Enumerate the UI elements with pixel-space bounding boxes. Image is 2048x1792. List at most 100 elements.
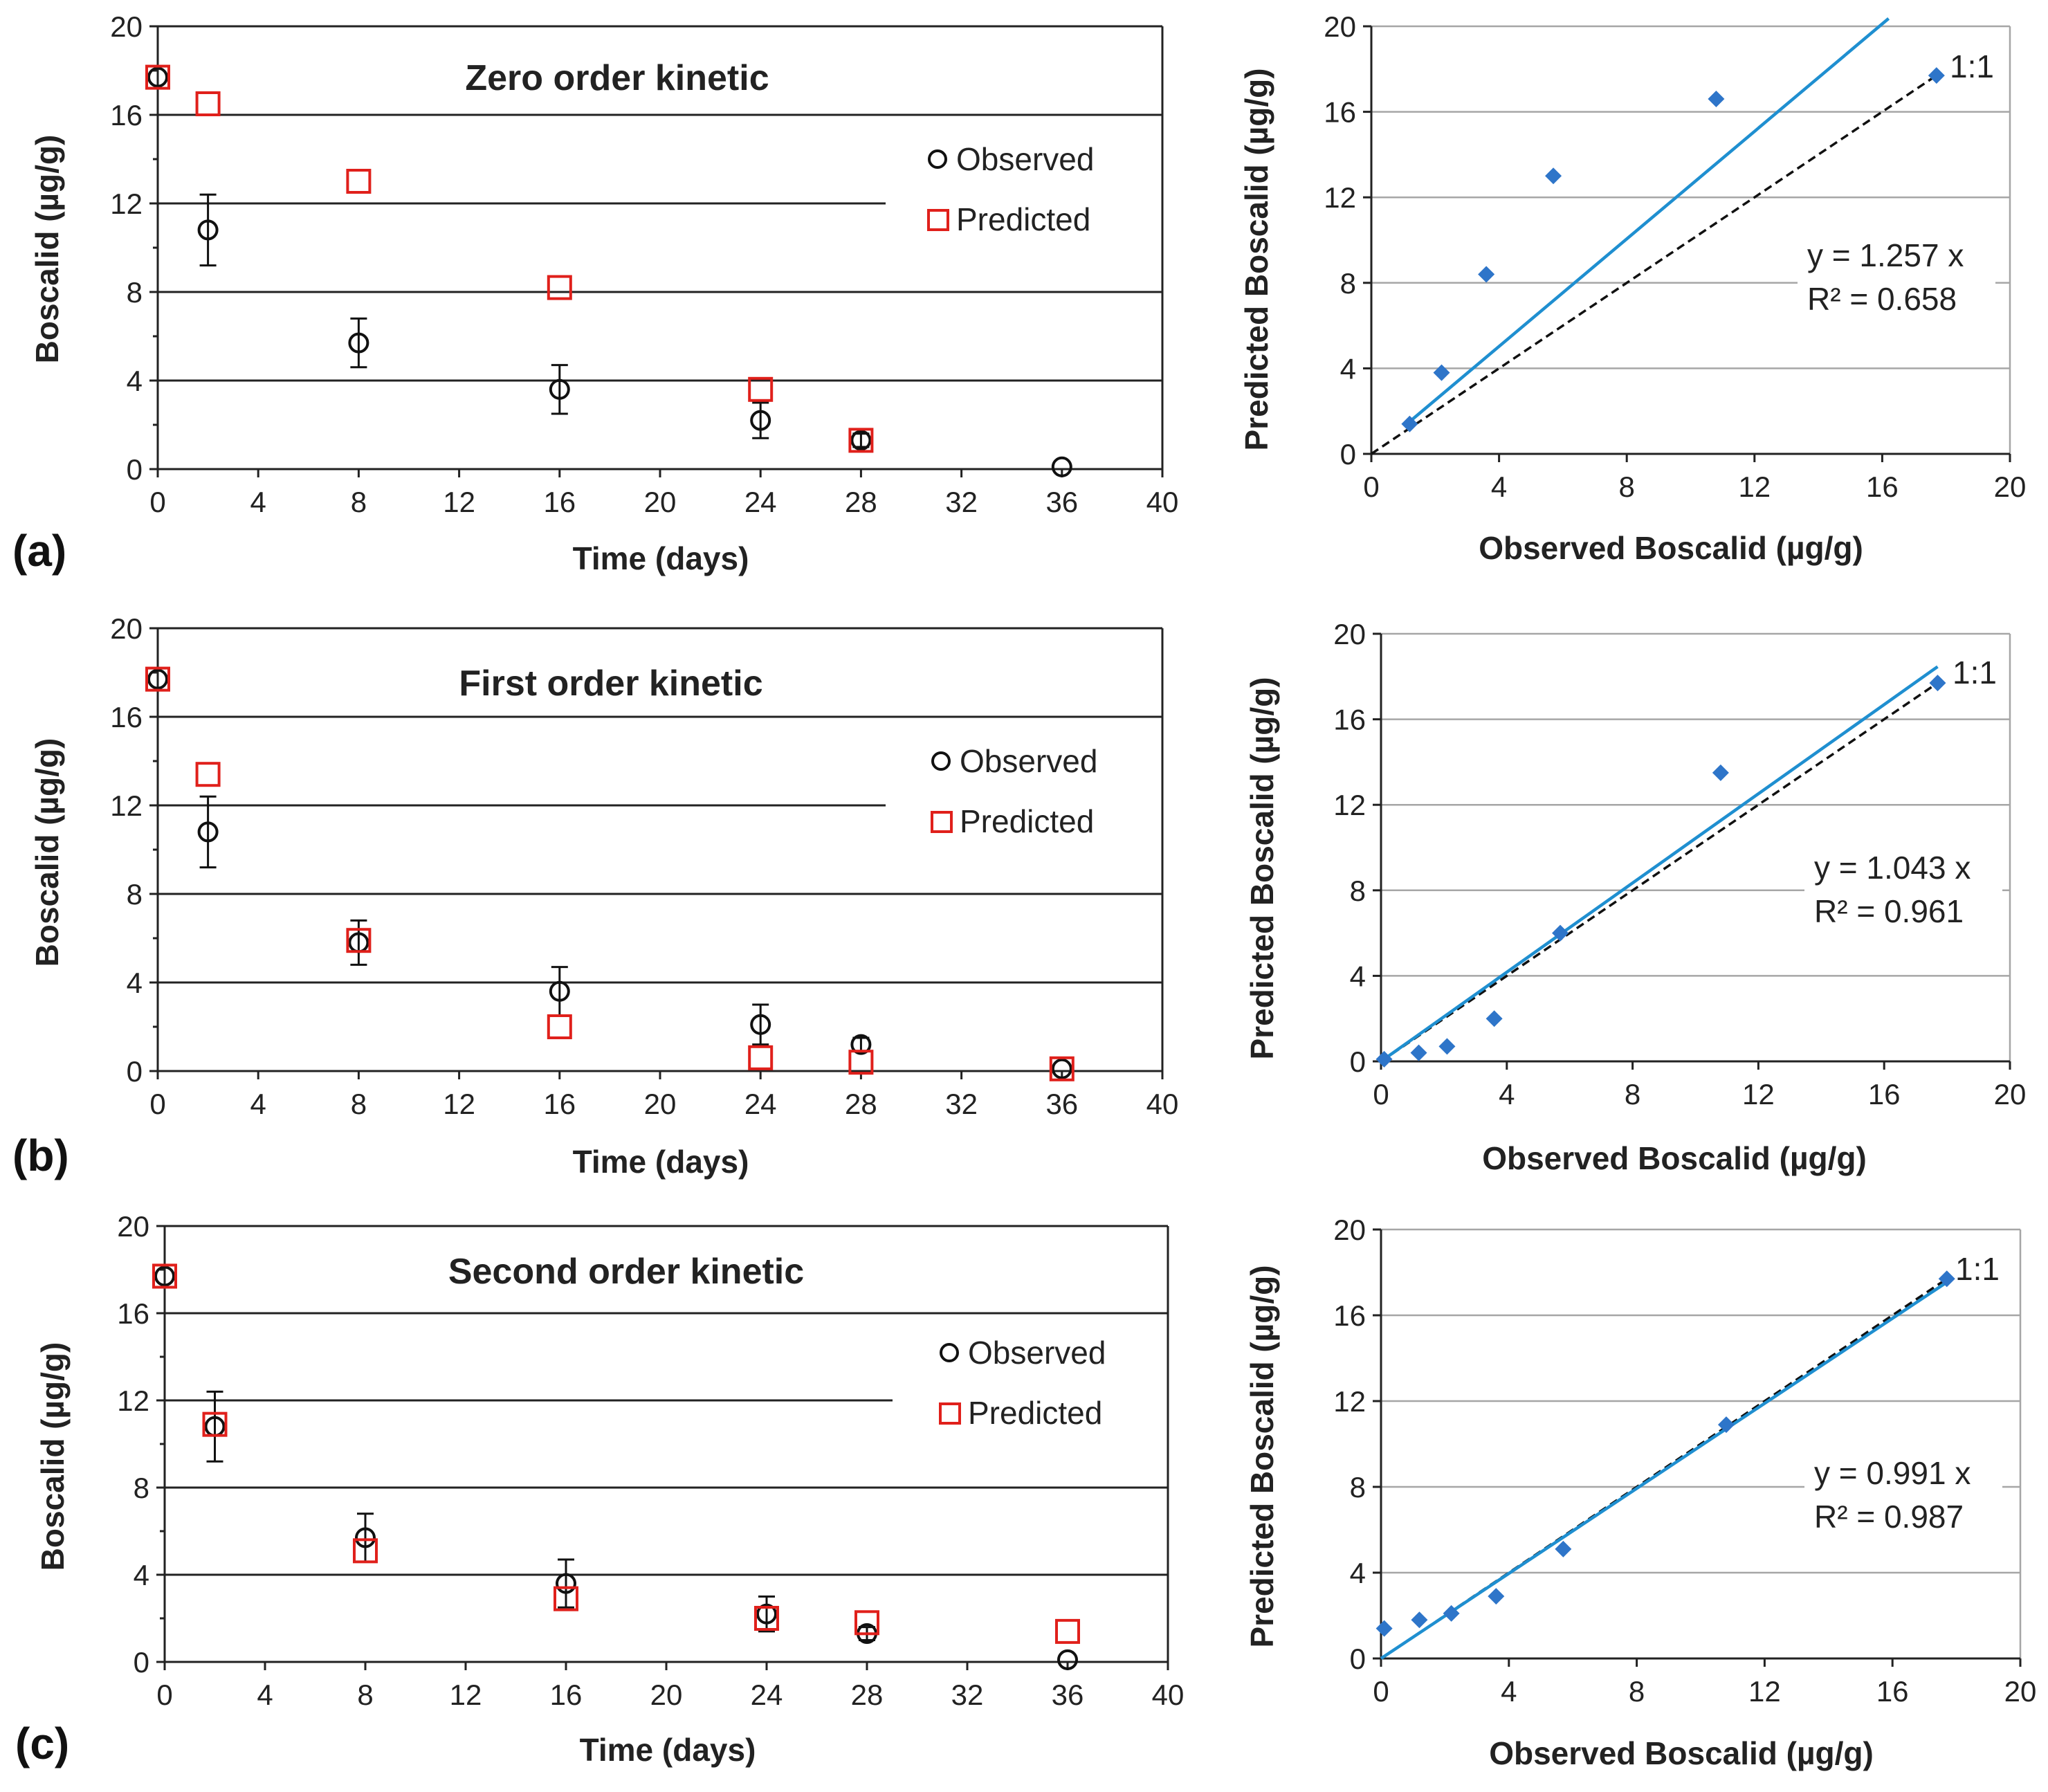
fit-chart-a: 0 4 8 12 16 20 0 4 8 12 16 20 [1324,10,2026,503]
one-to-one-line [1380,1277,1948,1660]
predicted-point [748,376,774,402]
x-tick-label: 4 [1501,1675,1517,1708]
x-tick-label: 24 [751,1679,783,1711]
y-tick-label: 0 [1340,438,1356,470]
x-tick-label: 12 [450,1679,482,1711]
x-tick-label: 28 [851,1679,884,1711]
y-tick-label: 16 [117,1297,149,1330]
legend-observed-marker-a [928,149,947,169]
predicted-point [195,91,221,116]
legend-observed-c: Observed [968,1335,1106,1371]
y-tick-label: 0 [1350,1045,1366,1078]
fit-xlabel-a: Observed Boscalid (µg/g) [1479,530,1863,566]
y-tick-label: 12 [110,188,143,220]
legend-predicted-a: Predicted [956,201,1090,237]
equation-b: y = 1.043 x [1814,850,1971,886]
fit-ylabel-c: Predicted Boscalid (µg/g) [1244,1265,1280,1647]
observed-point [549,378,570,400]
x-tick-label: 12 [443,1088,475,1120]
x-tick-label: 28 [845,486,877,518]
data-point [1928,67,1945,84]
observed-point [850,1034,872,1055]
equation-box-c [1804,1450,2002,1539]
x-tick-label: 0 [156,1679,172,1711]
x-tick-label: 8 [351,1088,367,1120]
x-tick-label: 36 [1045,486,1078,518]
panel-label-b: (b) [12,1131,69,1180]
x-tick-label: 16 [543,486,576,518]
data-point [1411,1611,1428,1629]
kinetic-chart-a: 0 4 8 12 16 20 24 28 32 36 40 0 4 8 12 16 20 [110,10,1178,518]
fit-xlabel-c: Observed Boscalid (µg/g) [1489,1735,1874,1771]
x-tick-label: 24 [744,486,777,518]
observed-point [750,410,771,431]
x-tick-label: 0 [149,486,165,518]
predicted-point [152,1263,177,1289]
y-tick-label: 4 [1350,1557,1366,1589]
kinetic-title-a: Zero order kinetic [465,58,769,98]
kinetic-title-b: First order kinetic [459,664,762,704]
observed-point [154,1265,175,1287]
y-tick-label: 16 [1324,96,1356,129]
fit-ylabel-b: Predicted Boscalid (µg/g) [1244,677,1280,1059]
data-point [1717,1416,1735,1434]
observed-point [348,332,369,354]
x-tick-label: 32 [951,1679,984,1711]
r-squared-b: R² = 0.961 [1814,893,1964,929]
predicted-point [848,428,874,453]
x-tick-label: 16 [1876,1675,1909,1708]
y-tick-label: 8 [127,276,143,309]
observed-point [355,1527,376,1548]
observed-point [197,821,219,843]
data-point [1478,266,1495,283]
x-tick-label: 20 [1994,1078,2027,1110]
observed-point [549,980,570,1002]
equation-box-b [1804,844,2002,934]
y-tick-label: 4 [127,967,143,999]
data-point [1443,1604,1460,1622]
data-point [1401,415,1418,432]
legend-observed-marker-b [931,751,951,771]
y-tick-label: 16 [110,701,143,733]
one-to-one-label-a: 1:1 [1950,48,1994,84]
kinetic-chart-c: 0 4 8 12 16 20 24 28 32 36 40 0 4 8 12 16 20 [117,1210,1184,1711]
x-tick-label: 16 [543,1088,576,1120]
x-tick-label: 12 [443,486,475,518]
y-tick-label: 4 [134,1559,149,1591]
panel-label-a: (a) [12,526,66,576]
data-point [1410,1044,1427,1061]
x-tick-label: 20 [2004,1675,2037,1708]
equation-box-a [1798,232,1995,322]
y-tick-label: 0 [134,1646,149,1679]
predicted-point [346,169,372,194]
y-tick-label: 20 [117,1210,149,1243]
x-tick-label: 16 [1866,470,1899,503]
legend-predicted-marker-c [939,1402,961,1425]
legend-predicted-marker-b [931,811,953,833]
kinetic-xlabel-a: Time (days) [573,540,749,576]
one-to-one-label-b: 1:1 [1953,655,1997,691]
x-tick-label: 20 [644,486,677,518]
data-point [1929,675,1946,692]
x-tick-label: 16 [1868,1078,1901,1110]
x-tick-label: 4 [1499,1078,1515,1110]
one-to-one-line [1380,682,1939,1063]
data-point [1488,1588,1505,1605]
predicted-point [145,666,170,692]
r-squared-c: R² = 0.987 [1814,1499,1964,1535]
data-point [1545,167,1562,185]
predicted-point [854,1610,879,1636]
y-tick-label: 8 [134,1472,149,1504]
fit-ylabel-a: Predicted Boscalid (µg/g) [1238,68,1274,450]
y-tick-label: 8 [127,878,143,911]
one-to-one-line [1371,74,1937,455]
y-tick-label: 16 [1333,1299,1366,1332]
observed-point [850,430,872,451]
kinetic-title-c: Second order kinetic [448,1252,804,1292]
predicted-point [145,64,170,90]
data-point [1433,364,1450,381]
predicted-point [202,1411,228,1437]
x-tick-label: 4 [250,486,266,518]
predicted-point [195,762,221,787]
